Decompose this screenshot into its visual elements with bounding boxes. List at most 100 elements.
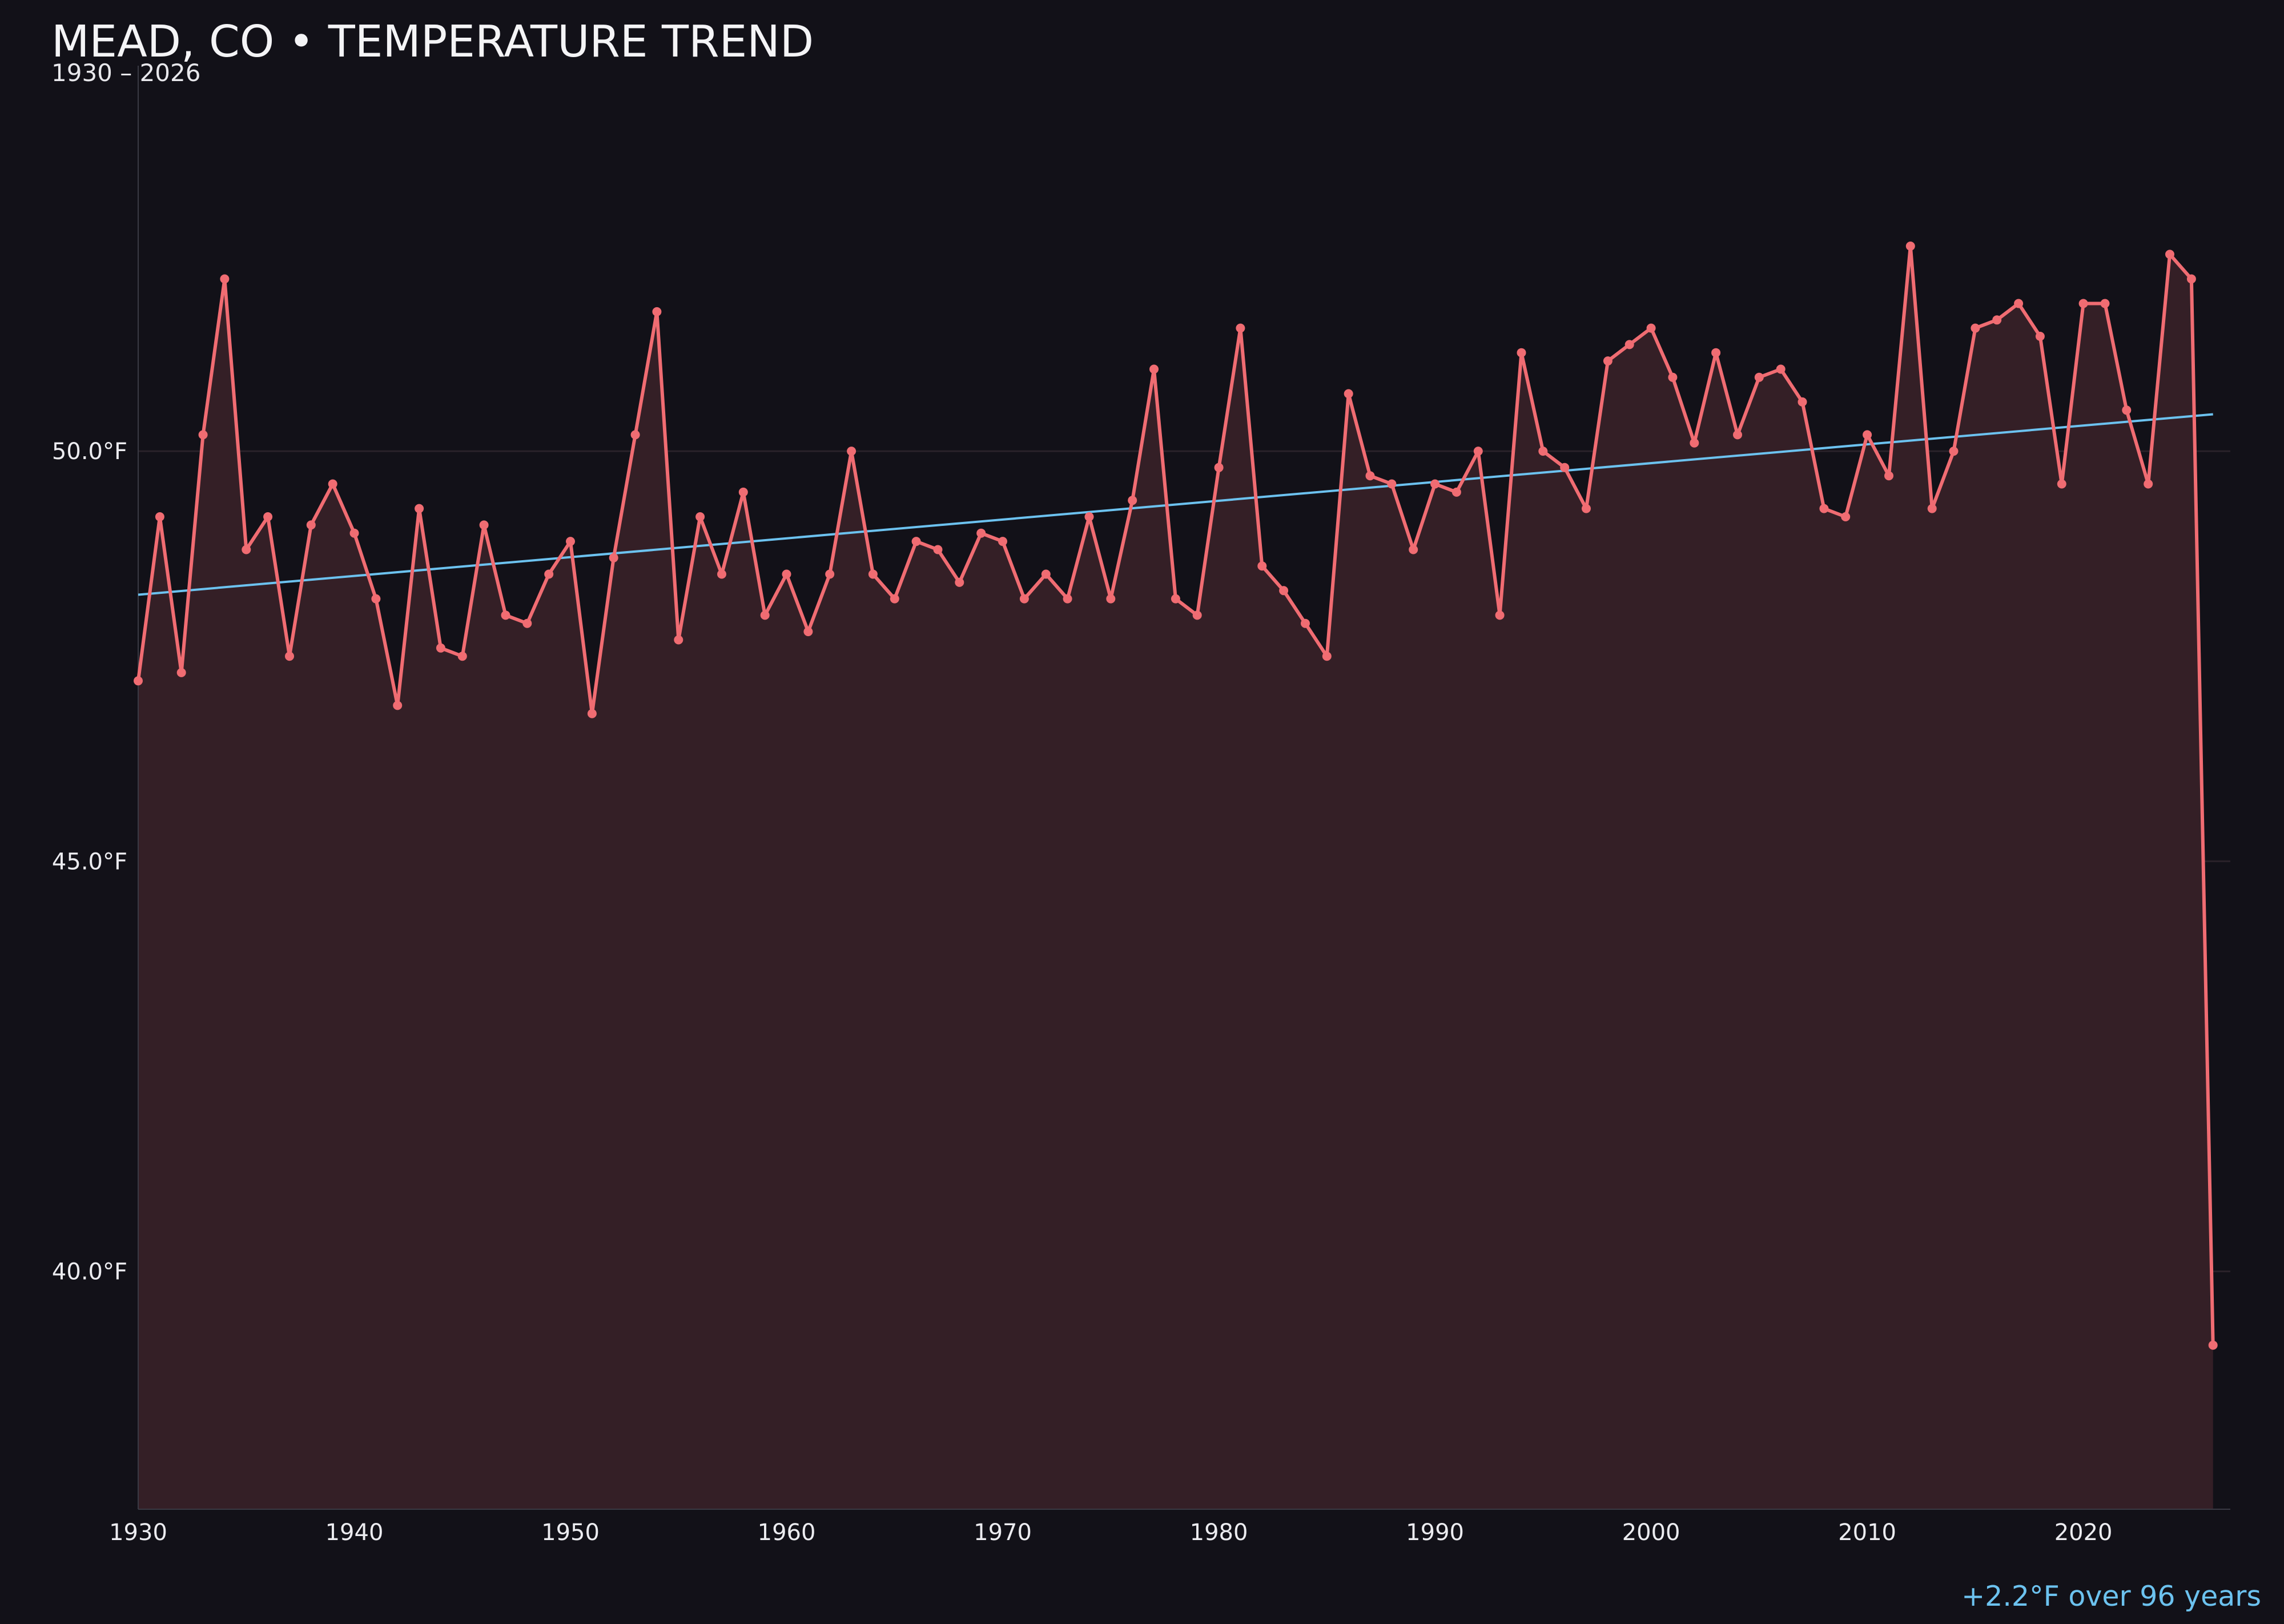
data-point-1936 — [263, 512, 273, 521]
y-tick-label: 45.0°F — [52, 849, 127, 875]
data-point-1938 — [306, 520, 316, 530]
data-point-1977 — [1149, 364, 1159, 374]
data-point-2026 — [2208, 1340, 2218, 1350]
data-point-1994 — [1517, 348, 1526, 357]
x-tick-label: 1950 — [541, 1520, 600, 1546]
data-point-2022 — [2122, 405, 2132, 415]
data-point-1998 — [1603, 356, 1613, 366]
data-point-2016 — [1992, 315, 2002, 325]
data-point-1940 — [349, 528, 359, 538]
data-point-2011 — [1884, 471, 1893, 481]
data-point-1954 — [652, 307, 662, 316]
data-point-1983 — [1279, 586, 1289, 596]
data-point-1949 — [544, 569, 554, 579]
temperature-area — [138, 246, 2213, 1509]
data-point-1975 — [1106, 594, 1116, 604]
chart-subtitle: 1930 – 2026 — [51, 59, 201, 87]
data-point-1988 — [1387, 479, 1397, 489]
data-point-1972 — [1041, 569, 1051, 579]
data-point-1947 — [501, 610, 510, 620]
data-point-1961 — [803, 627, 813, 637]
data-point-1952 — [609, 553, 618, 562]
data-point-1941 — [371, 594, 381, 604]
x-tick-label: 1990 — [1406, 1520, 1464, 1546]
data-point-2021 — [2100, 299, 2110, 308]
data-point-1999 — [1624, 340, 1634, 349]
y-tick-label: 50.0°F — [52, 439, 127, 465]
data-point-2001 — [1668, 372, 1678, 382]
data-point-1960 — [782, 569, 791, 579]
data-point-1932 — [176, 668, 186, 677]
data-point-1992 — [1473, 447, 1483, 456]
data-point-2013 — [1927, 504, 1937, 513]
data-point-2019 — [2057, 479, 2066, 489]
data-point-1985 — [1322, 652, 1332, 661]
data-point-1991 — [1451, 487, 1461, 497]
data-point-1976 — [1128, 496, 1137, 505]
data-point-1979 — [1192, 610, 1202, 620]
data-point-2007 — [1798, 397, 1807, 407]
data-point-1963 — [847, 447, 856, 456]
data-point-2010 — [1863, 430, 1872, 440]
data-point-1962 — [825, 569, 835, 579]
data-point-2002 — [1690, 438, 1699, 448]
data-point-1997 — [1582, 504, 1591, 513]
data-point-1993 — [1495, 610, 1505, 620]
data-point-1959 — [760, 610, 770, 620]
data-point-1957 — [717, 569, 726, 579]
x-tick-label: 1940 — [325, 1520, 384, 1546]
data-point-1968 — [955, 577, 964, 587]
data-point-2015 — [1971, 323, 1980, 333]
y-tick-labels: 40.0°F 45.0°F 50.0°F — [52, 439, 127, 1285]
data-point-1946 — [479, 520, 489, 530]
data-point-1956 — [695, 512, 705, 521]
data-point-1933 — [198, 430, 208, 440]
data-point-1995 — [1538, 447, 1548, 456]
data-point-1943 — [415, 504, 424, 513]
data-point-1944 — [436, 643, 445, 653]
data-point-1931 — [155, 512, 164, 521]
x-tick-label: 1970 — [974, 1520, 1032, 1546]
data-point-1937 — [285, 652, 294, 661]
data-point-1996 — [1560, 463, 1570, 472]
data-point-2023 — [2144, 479, 2153, 489]
data-point-2004 — [1733, 430, 1742, 440]
data-point-1978 — [1171, 594, 1180, 604]
x-tick-label: 2020 — [2054, 1520, 2113, 1546]
data-point-2005 — [1754, 372, 1764, 382]
temperature-points — [134, 242, 2218, 1350]
y-tick-label: 40.0°F — [52, 1259, 127, 1285]
data-point-2012 — [1905, 242, 1915, 251]
data-point-1942 — [393, 701, 403, 710]
data-point-1935 — [242, 545, 251, 554]
data-point-1966 — [911, 537, 921, 546]
data-point-2024 — [2165, 250, 2174, 259]
data-point-1971 — [1019, 594, 1029, 604]
x-tick-label: 1980 — [1190, 1520, 1248, 1546]
data-point-1953 — [630, 430, 640, 440]
data-point-2020 — [2078, 299, 2088, 308]
data-point-1964 — [868, 569, 878, 579]
x-tick-labels: 1930 1940 1950 1960 1970 1980 1990 2000 2010 2020 — [109, 1520, 2112, 1546]
trend-summary: +2.2°F over 96 years — [1961, 1580, 2261, 1613]
data-point-1974 — [1084, 512, 1094, 521]
data-point-2000 — [1646, 323, 1656, 333]
data-point-1967 — [933, 545, 943, 554]
data-point-2008 — [1819, 504, 1829, 513]
data-point-1973 — [1063, 594, 1072, 604]
data-point-2018 — [2035, 332, 2045, 341]
data-point-1970 — [998, 537, 1007, 546]
data-point-1948 — [522, 618, 532, 628]
data-point-1951 — [587, 709, 597, 718]
x-tick-label: 1960 — [758, 1520, 816, 1546]
data-point-1969 — [976, 528, 986, 538]
data-point-2006 — [1776, 364, 1786, 374]
data-point-1980 — [1214, 463, 1224, 472]
data-point-1939 — [328, 479, 337, 489]
x-tick-label: 2000 — [1622, 1520, 1680, 1546]
data-point-1955 — [674, 635, 683, 645]
x-tick-label: 2010 — [1838, 1520, 1896, 1546]
x-tick-label: 1930 — [109, 1520, 167, 1546]
data-point-2003 — [1711, 348, 1721, 357]
